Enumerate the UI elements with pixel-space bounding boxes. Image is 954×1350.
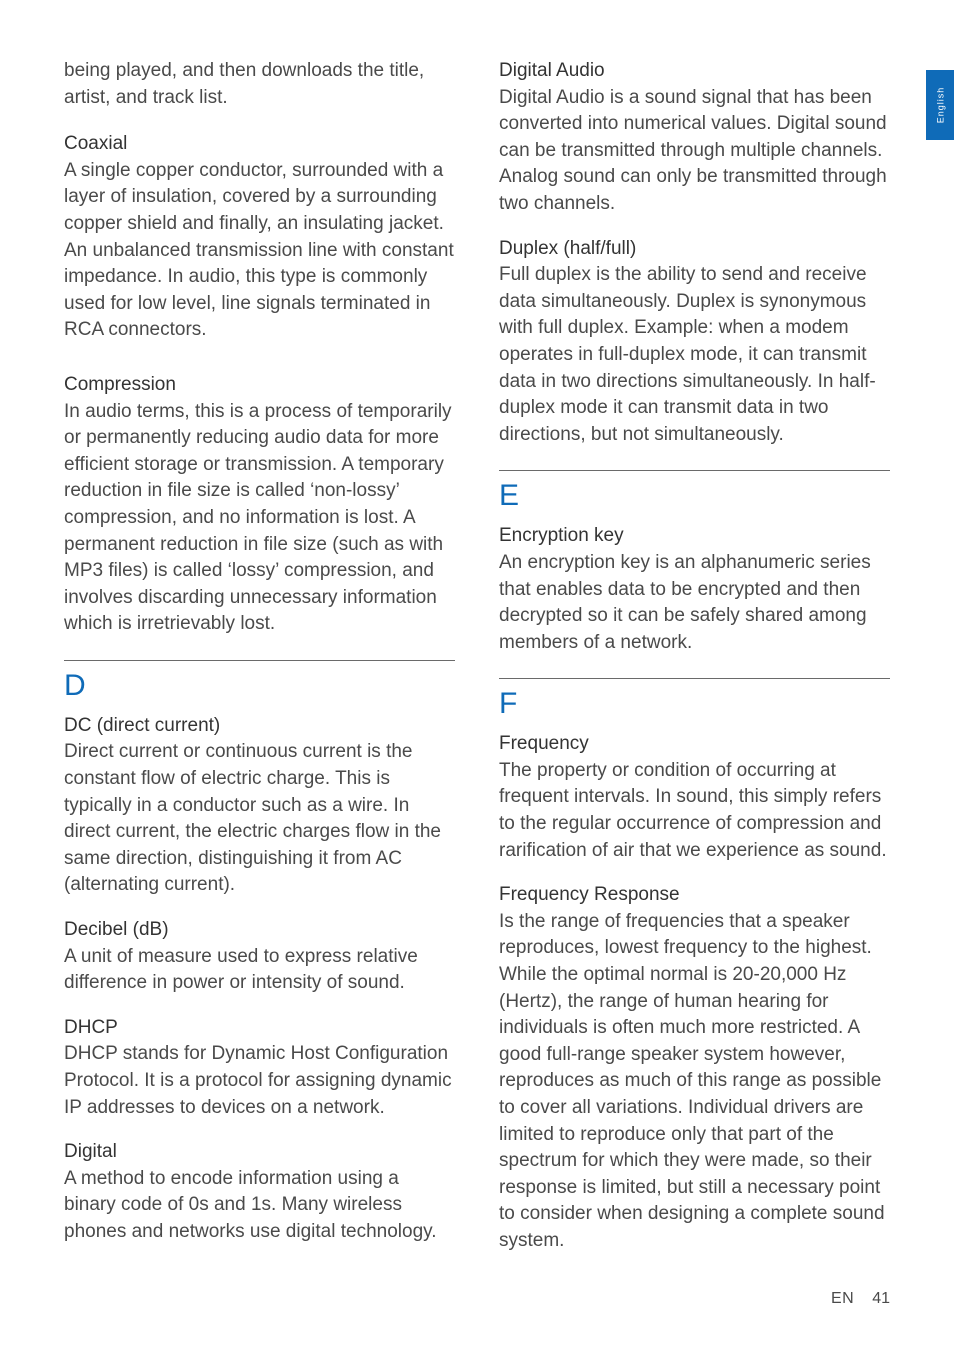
glossary-entry: Frequency The property or condition of o…: [499, 731, 890, 864]
language-tab-label: English: [935, 87, 945, 124]
document-page: English being played, and then downloads…: [0, 0, 954, 1350]
glossary-entry: Compression In audio terms, this is a pr…: [64, 372, 455, 638]
glossary-definition: A method to encode information using a b…: [64, 1166, 455, 1246]
section-heading: D: [64, 671, 455, 701]
section-divider: [64, 660, 455, 661]
glossary-entry: Frequency Response Is the range of frequ…: [499, 882, 890, 1254]
section-divider: [499, 678, 890, 679]
glossary-definition: In audio terms, this is a process of tem…: [64, 399, 455, 638]
section-divider: [499, 470, 890, 471]
glossary-term: Digital: [64, 1139, 455, 1166]
glossary-definition: Digital Audio is a sound signal that has…: [499, 85, 890, 218]
glossary-definition: The property or condition of occurring a…: [499, 758, 890, 864]
glossary-definition: DHCP stands for Dynamic Host Configurati…: [64, 1041, 455, 1121]
page-footer: EN 41: [831, 1290, 890, 1308]
glossary-term: Coaxial: [64, 131, 455, 158]
glossary-term: Decibel (dB): [64, 917, 455, 944]
column-left: being played, and then downloads the tit…: [64, 58, 455, 1273]
glossary-term: Digital Audio: [499, 58, 890, 85]
glossary-entry: DC (direct current) Direct current or co…: [64, 713, 455, 899]
glossary-definition: Full duplex is the ability to send and r…: [499, 262, 890, 448]
language-tab: English: [926, 70, 954, 140]
intro-fragment: being played, and then downloads the tit…: [64, 58, 455, 111]
glossary-definition: Is the range of frequencies that a speak…: [499, 909, 890, 1255]
glossary-term: Encryption key: [499, 523, 890, 550]
glossary-entry: Encryption key An encryption key is an a…: [499, 523, 890, 656]
glossary-definition: An encryption key is an alphanumeric ser…: [499, 550, 890, 656]
glossary-definition: A unit of measure used to express relati…: [64, 944, 455, 997]
two-column-layout: being played, and then downloads the tit…: [64, 58, 890, 1273]
column-right: Digital Audio Digital Audio is a sound s…: [499, 58, 890, 1273]
glossary-definition: A single copper conductor, surrounded wi…: [64, 158, 455, 344]
glossary-definition: Direct current or continuous current is …: [64, 739, 455, 899]
glossary-entry: Decibel (dB) A unit of measure used to e…: [64, 917, 455, 997]
glossary-term: Compression: [64, 372, 455, 399]
glossary-entry: Coaxial A single copper conductor, surro…: [64, 131, 455, 344]
glossary-entry: Duplex (half/full) Full duplex is the ab…: [499, 236, 890, 449]
glossary-entry: DHCP DHCP stands for Dynamic Host Config…: [64, 1015, 455, 1121]
footer-language: EN: [831, 1290, 854, 1308]
section-heading: E: [499, 481, 890, 511]
section-heading: F: [499, 689, 890, 719]
glossary-entry: Digital Audio Digital Audio is a sound s…: [499, 58, 890, 218]
glossary-term: DHCP: [64, 1015, 455, 1042]
glossary-term: Frequency Response: [499, 882, 890, 909]
footer-page-number: 41: [872, 1290, 890, 1308]
glossary-entry: Digital A method to encode information u…: [64, 1139, 455, 1245]
glossary-term: Frequency: [499, 731, 890, 758]
glossary-term: DC (direct current): [64, 713, 455, 740]
glossary-term: Duplex (half/full): [499, 236, 890, 263]
